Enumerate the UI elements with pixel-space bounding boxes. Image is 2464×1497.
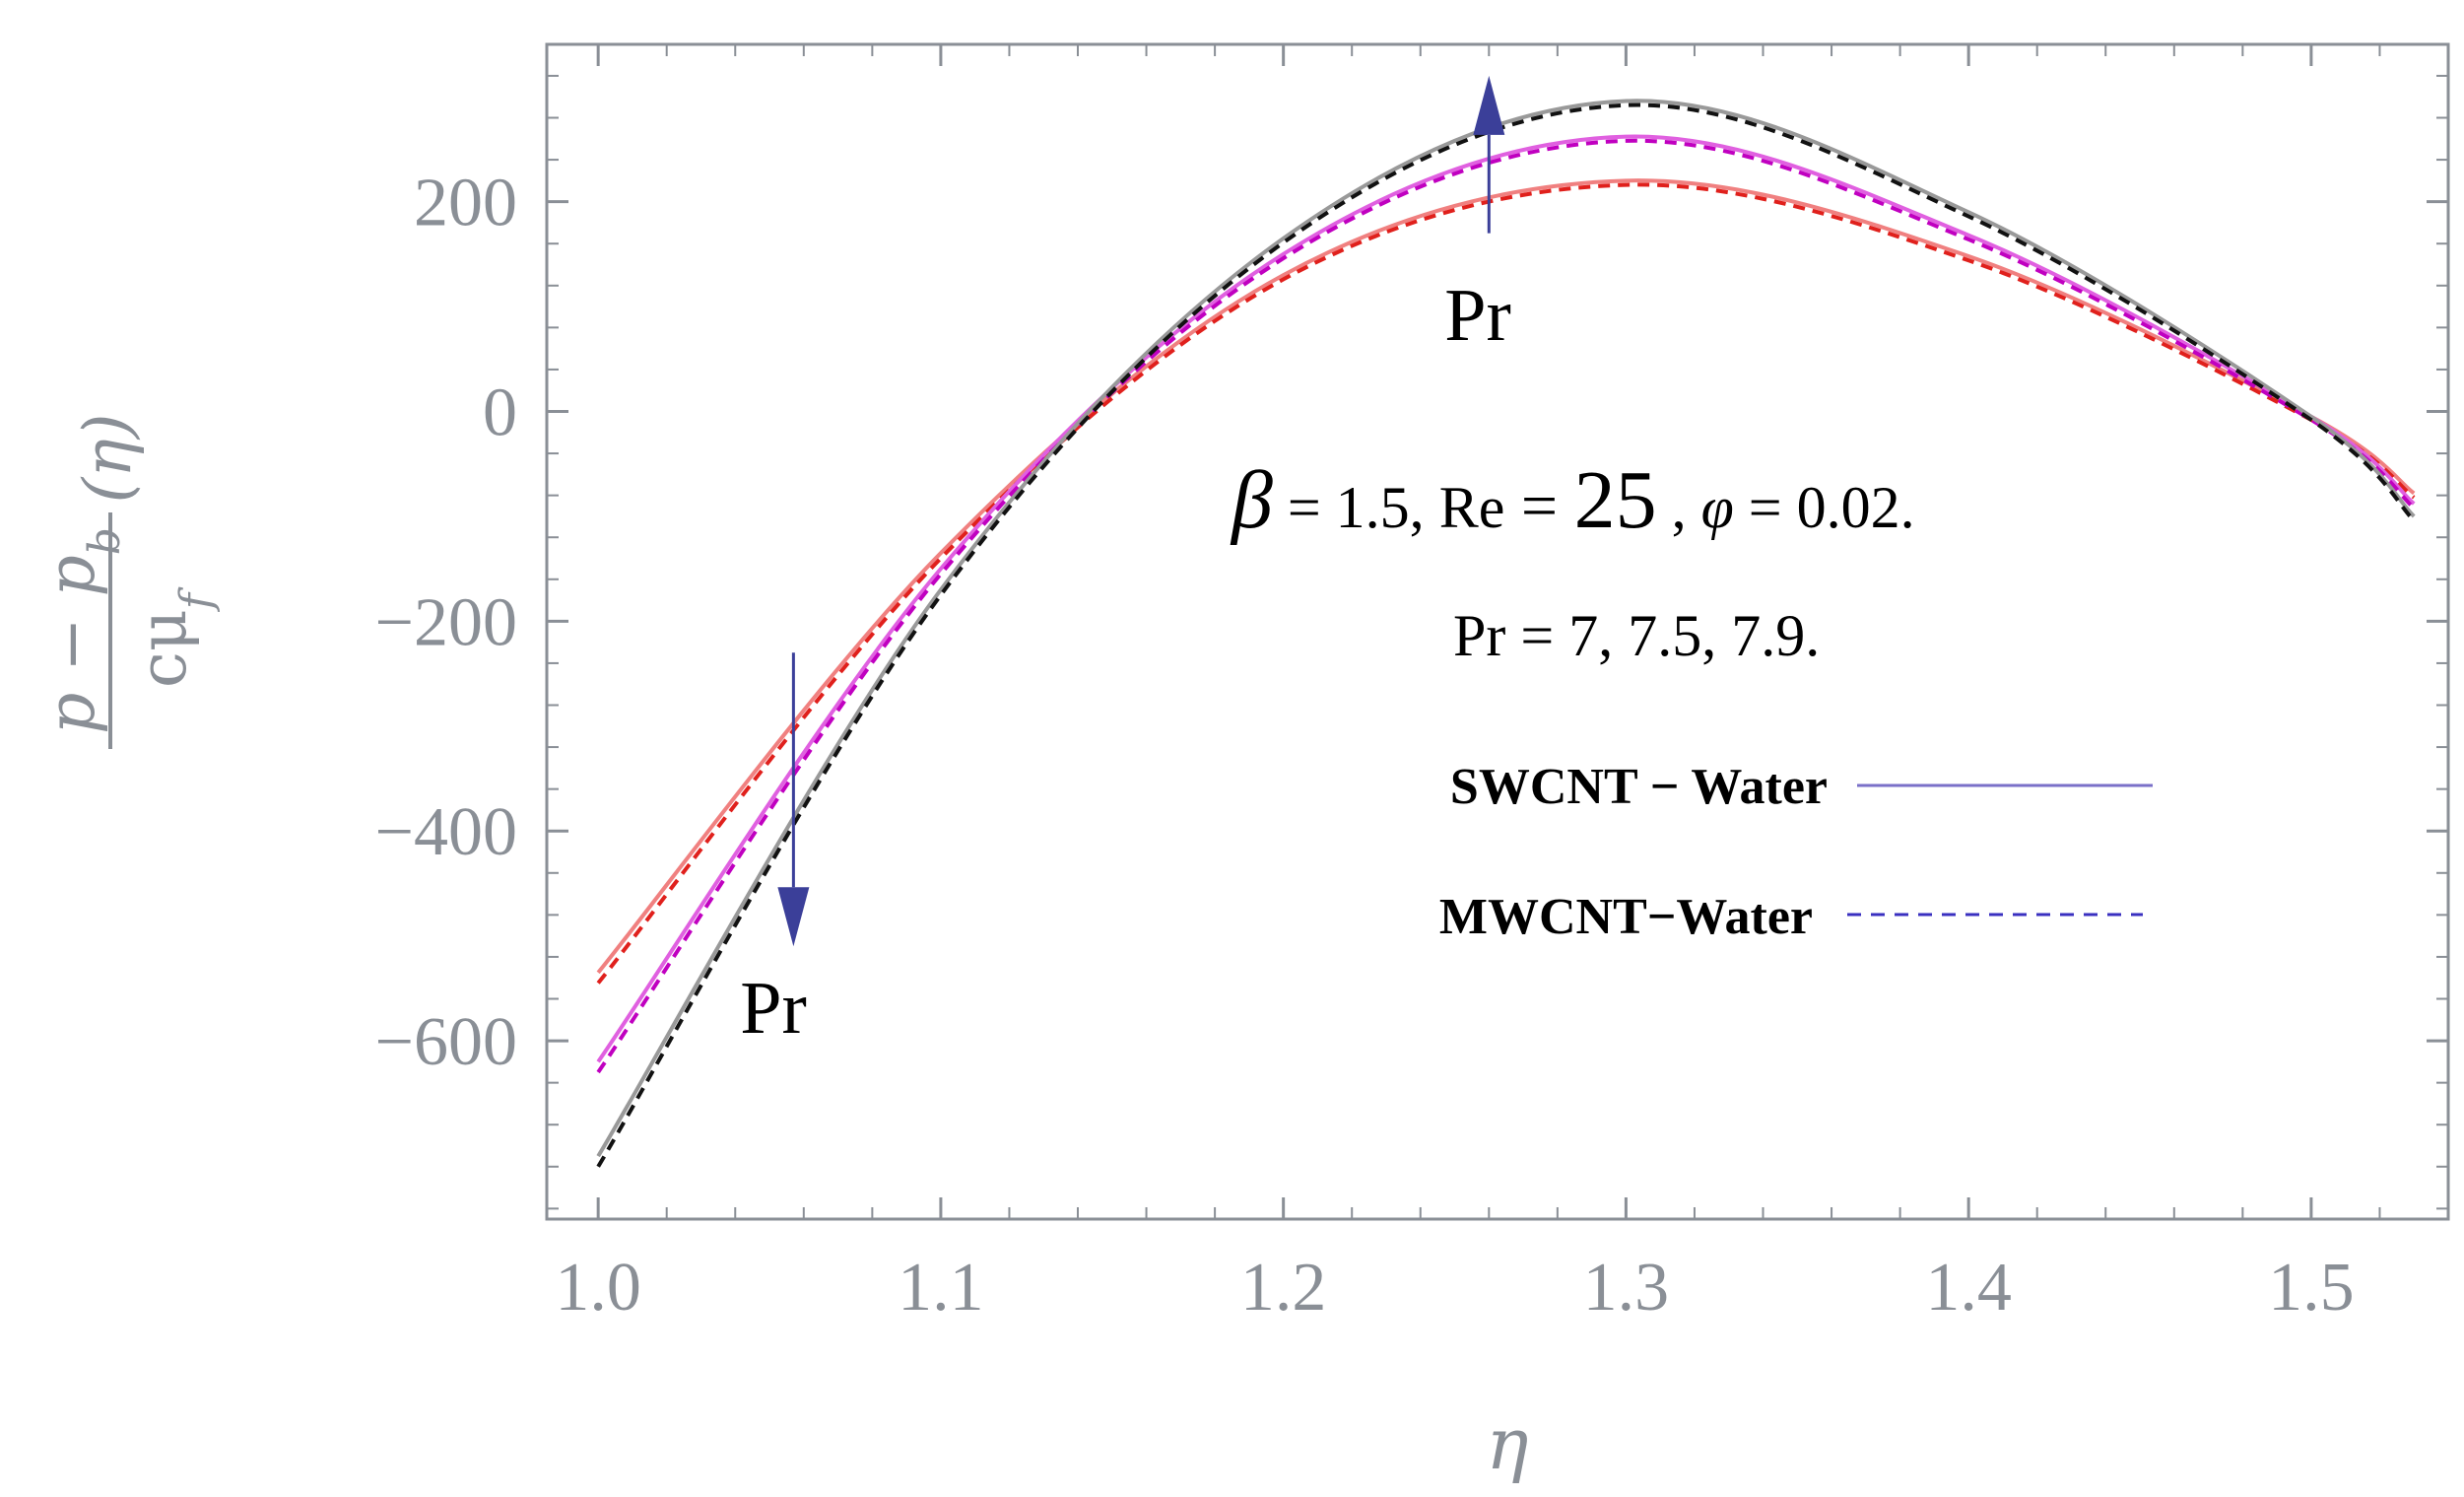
arrow-layer [777, 75, 1505, 947]
series-line-mwcnt-5 [596, 102, 2416, 1168]
pr-arrow-up-head [1473, 75, 1505, 135]
series-line-mwcnt-3 [596, 138, 2416, 1074]
y-tick-label: −400 [375, 794, 517, 870]
y-title-num-sub: b [80, 527, 130, 555]
y-axis-title: p − pb cμf (η) [33, 413, 222, 749]
pr-values-annotation: Pr = 7, 7.5, 7.9. [1453, 603, 1820, 668]
params-annotation: β = 1.5, Re = 25 , φ = 0.02. [1230, 454, 1915, 546]
pr-down-label: Pr [740, 967, 807, 1050]
x-tick-label: 1.5 [2268, 1250, 2355, 1326]
y-tick-label: 0 [483, 375, 517, 451]
series-line-swcnt-2 [596, 134, 2416, 1063]
re-symbol: Re [1439, 475, 1505, 540]
re-equals: = [1504, 470, 1573, 542]
x-tick-label: 1.3 [1583, 1250, 1670, 1326]
y-title-argument: (η) [70, 413, 146, 503]
axis-ticks [547, 44, 2448, 1219]
beta-value: = 1.5, [1273, 475, 1439, 540]
x-axis-title: η [1486, 1402, 1528, 1485]
series-line-mwcnt-1 [596, 182, 2416, 985]
legend-label-swcnt: SWCNT − Water [1450, 759, 1828, 815]
series-line-swcnt-4 [596, 99, 2416, 1158]
param-separator: , [1657, 475, 1701, 540]
y-tick-label: 200 [414, 166, 517, 241]
x-tick-label: 1.0 [555, 1250, 641, 1326]
x-tick-label: 1.1 [898, 1250, 984, 1326]
plot-frame [545, 42, 2450, 1221]
y-title-numerator: p − p [33, 555, 109, 734]
pr-up-label: Pr [1444, 274, 1511, 357]
y-tick-labels: −600 −400 −200 0 200 [375, 166, 517, 1080]
phi-symbol: φ [1701, 475, 1734, 540]
y-title-denominator: cμ [125, 609, 201, 688]
re-value: 25 [1574, 454, 1657, 546]
series-layer [596, 99, 2416, 1168]
legend-label-mwcnt: MWCNT−Water [1439, 889, 1813, 945]
x-tick-label: 1.2 [1240, 1250, 1327, 1326]
y-tick-label: −200 [375, 584, 517, 660]
phi-value: = 0.02. [1734, 475, 1915, 540]
legend: SWCNT − Water MWCNT−Water [1439, 759, 2153, 945]
beta-symbol: β [1230, 454, 1273, 546]
x-tick-label: 1.4 [1925, 1250, 2012, 1326]
svg-text:cμf: cμf [125, 586, 222, 688]
svg-text:p − pb: p − pb [33, 527, 130, 734]
x-tick-labels: 1.0 1.1 1.2 1.3 1.4 1.5 [555, 1250, 2354, 1326]
y-title-den-sub: f [171, 586, 222, 612]
y-tick-label: −600 [375, 1004, 517, 1080]
pr-arrow-down-head [777, 887, 810, 947]
series-line-swcnt-0 [596, 178, 2416, 975]
